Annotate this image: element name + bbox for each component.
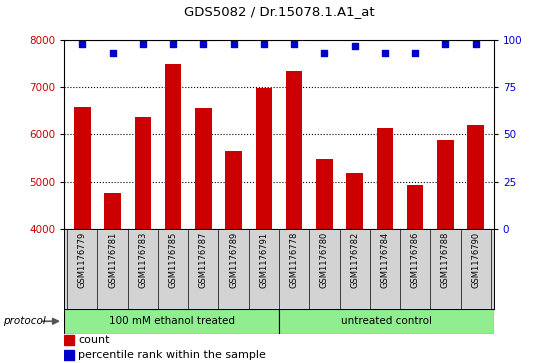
Bar: [134, 117, 151, 363]
Point: [78, 41, 87, 46]
Bar: [165, 64, 181, 363]
Point: [350, 43, 359, 49]
Text: GSM1176784: GSM1176784: [381, 232, 389, 288]
Text: GSM1176790: GSM1176790: [471, 232, 480, 288]
Point: [108, 50, 117, 56]
Point: [229, 41, 238, 46]
Text: GSM1176788: GSM1176788: [441, 232, 450, 288]
Text: GSM1176782: GSM1176782: [350, 232, 359, 288]
Point: [411, 50, 420, 56]
Point: [290, 41, 299, 46]
Text: GSM1176780: GSM1176780: [320, 232, 329, 288]
Point: [138, 41, 147, 46]
Bar: [286, 71, 302, 363]
Point: [199, 41, 208, 46]
Bar: [256, 87, 272, 363]
Point: [169, 41, 177, 46]
Bar: [104, 193, 121, 363]
Bar: [407, 185, 424, 363]
Bar: [64, 335, 74, 345]
Text: 100 mM ethanol treated: 100 mM ethanol treated: [109, 316, 234, 326]
Text: percentile rank within the sample: percentile rank within the sample: [78, 350, 266, 360]
Text: GSM1176786: GSM1176786: [411, 232, 420, 288]
Bar: [347, 174, 363, 363]
Text: GSM1176781: GSM1176781: [108, 232, 117, 288]
Text: protocol: protocol: [3, 316, 46, 326]
Text: GSM1176785: GSM1176785: [169, 232, 177, 288]
Point: [381, 50, 389, 56]
Bar: [437, 140, 454, 363]
Bar: [74, 107, 90, 363]
Bar: [316, 159, 333, 363]
Text: GSM1176791: GSM1176791: [259, 232, 268, 288]
Text: untreated control: untreated control: [341, 316, 432, 326]
Bar: [279, 309, 494, 334]
Text: GSM1176787: GSM1176787: [199, 232, 208, 288]
Text: GSM1176779: GSM1176779: [78, 232, 87, 288]
Bar: [64, 309, 279, 334]
Point: [320, 50, 329, 56]
Text: GSM1176778: GSM1176778: [290, 232, 299, 288]
Bar: [377, 128, 393, 363]
Point: [259, 41, 268, 46]
Bar: [468, 125, 484, 363]
Text: GDS5082 / Dr.15078.1.A1_at: GDS5082 / Dr.15078.1.A1_at: [184, 5, 374, 19]
Bar: [64, 350, 74, 360]
Bar: [195, 108, 211, 363]
Text: count: count: [78, 335, 109, 345]
Text: GSM1176783: GSM1176783: [138, 232, 147, 288]
Point: [471, 41, 480, 46]
Bar: [225, 151, 242, 363]
Point: [441, 41, 450, 46]
Text: GSM1176789: GSM1176789: [229, 232, 238, 288]
